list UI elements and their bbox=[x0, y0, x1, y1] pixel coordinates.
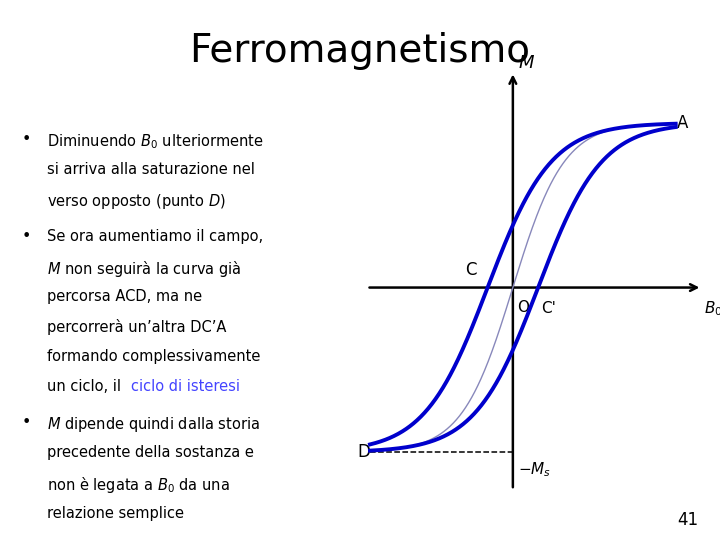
Text: C': C' bbox=[541, 301, 556, 316]
Text: Diminuendo $B_0$ ulteriormente: Diminuendo $B_0$ ulteriormente bbox=[47, 132, 264, 151]
Text: •: • bbox=[22, 228, 31, 244]
Text: percorrerà un’altra DC’A: percorrerà un’altra DC’A bbox=[47, 319, 226, 335]
Text: precedente della sostanza e: precedente della sostanza e bbox=[47, 446, 253, 460]
Text: C: C bbox=[465, 261, 477, 280]
Text: $B_0$: $B_0$ bbox=[703, 300, 720, 319]
Text: A: A bbox=[677, 114, 688, 132]
Text: ciclo di isteresi: ciclo di isteresi bbox=[131, 379, 240, 394]
Text: un ciclo, il: un ciclo, il bbox=[47, 379, 125, 394]
Text: $M$ non seguirà la curva già: $M$ non seguirà la curva già bbox=[47, 259, 241, 279]
Text: 41: 41 bbox=[678, 511, 698, 529]
Text: •: • bbox=[22, 132, 31, 147]
Text: relazione semplice: relazione semplice bbox=[47, 505, 184, 521]
Text: si arriva alla saturazione nel: si arriva alla saturazione nel bbox=[47, 163, 255, 177]
Text: Se ora aumentiamo il campo,: Se ora aumentiamo il campo, bbox=[47, 228, 263, 244]
Text: $M$: $M$ bbox=[518, 53, 534, 71]
Text: •: • bbox=[22, 415, 31, 430]
Text: formando complessivamente: formando complessivamente bbox=[47, 349, 260, 364]
Text: verso opposto (punto $D$): verso opposto (punto $D$) bbox=[47, 192, 225, 212]
Text: $M$ dipende quindi dalla storia: $M$ dipende quindi dalla storia bbox=[47, 415, 260, 434]
Text: percorsa ACD, ma ne: percorsa ACD, ma ne bbox=[47, 289, 202, 304]
Text: Ferromagnetismo: Ferromagnetismo bbox=[189, 32, 531, 70]
Text: O: O bbox=[517, 300, 529, 315]
Text: $-M_s$: $-M_s$ bbox=[518, 460, 551, 479]
Text: non è legata a $B_0$ da una: non è legata a $B_0$ da una bbox=[47, 475, 230, 496]
Text: D: D bbox=[357, 443, 370, 461]
